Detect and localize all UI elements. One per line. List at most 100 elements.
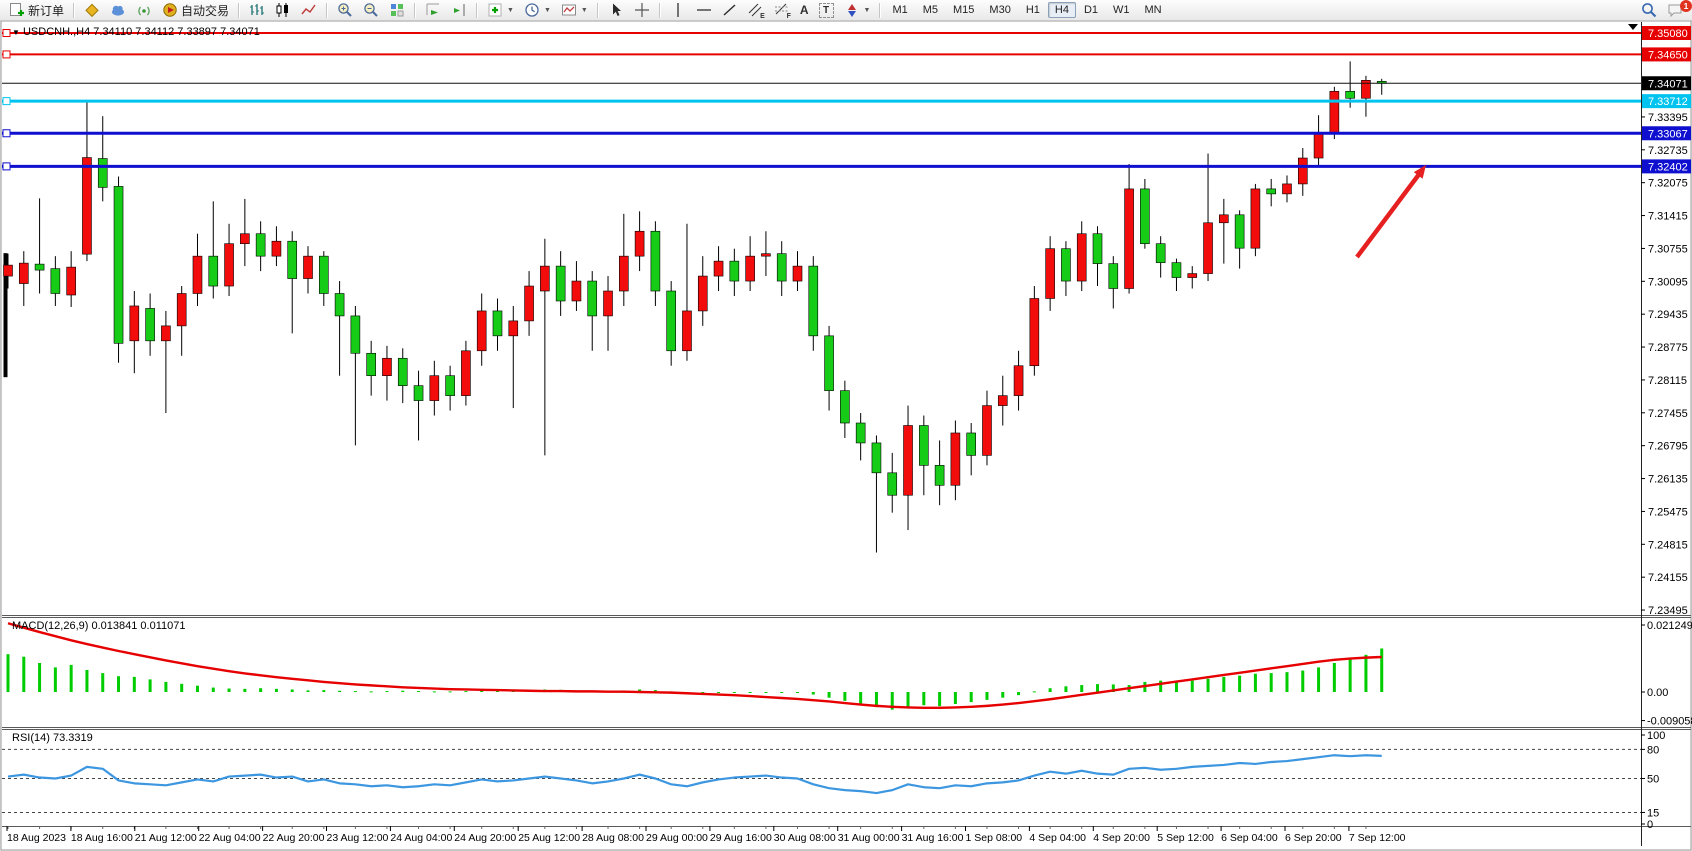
zoom-in-icon: [337, 2, 353, 18]
price-badge-label: 7.35080: [1648, 28, 1688, 40]
line-handle[interactable]: [2, 29, 11, 37]
macd-histogram-bar: [369, 691, 373, 693]
timeframe-h1[interactable]: H1: [1025, 4, 1040, 16]
arrows-icon: [844, 2, 860, 18]
timeframe-mn[interactable]: MN: [1144, 4, 1162, 16]
candle-body: [1013, 365, 1024, 396]
line-chart-icon: [301, 2, 317, 18]
text-tool-button[interactable]: A: [795, 2, 814, 19]
macd-histogram-bar: [1332, 662, 1336, 692]
candle-body: [745, 255, 755, 282]
templates-button[interactable]: ▼: [556, 2, 593, 19]
macd-histogram-bar: [1174, 681, 1178, 692]
chart-shift-icon: [451, 2, 467, 18]
candle-body: [1108, 263, 1119, 289]
timeframe-h4[interactable]: H4: [1047, 2, 1076, 18]
price-axis[interactable]: 7.33395 7.32735 7.32075 7.31415 7.30755 7.300…: [1641, 112, 1688, 617]
macd-indicator-label: MACD(12,26,9) 0.013841 0.011071: [12, 620, 186, 632]
cursor-tool-button[interactable]: [603, 2, 629, 19]
date-axis[interactable]: 18 Aug 2023 18 Aug 16:00 21 Aug 12:00 22 Au…: [6, 826, 1406, 844]
macd-indicator: [6, 622, 1384, 710]
candle-body: [3, 264, 13, 277]
candle-body: [271, 240, 282, 257]
macd-histogram-bar: [1285, 672, 1289, 692]
fibonacci-tool-button[interactable]: F: [769, 2, 795, 20]
arrows-tool-button[interactable]: ▼: [839, 2, 876, 19]
date-label: 29 Aug 00:00: [646, 832, 708, 844]
candlestick-mode-button[interactable]: [270, 2, 296, 19]
candle-body: [192, 255, 203, 294]
indicators-button[interactable]: ▼: [482, 2, 519, 19]
price-badge-label: 7.33712: [1648, 96, 1688, 108]
candle-body: [429, 375, 440, 401]
timeframe-m1[interactable]: M1: [892, 4, 908, 16]
channel-tool-button[interactable]: E: [743, 2, 769, 20]
candle-body: [1029, 298, 1040, 367]
tile-windows-button[interactable]: [384, 2, 410, 19]
main-toolbar: 新订单 自动交易: [0, 0, 1692, 21]
bar-chart-mode-button[interactable]: [244, 2, 270, 19]
macd-histogram-bar: [859, 692, 863, 704]
line-handle[interactable]: [2, 50, 11, 59]
timeframe-m5[interactable]: M5: [922, 4, 939, 16]
market-watch-button[interactable]: [79, 2, 105, 19]
text-label-tool-button[interactable]: T: [814, 2, 839, 19]
line-handle[interactable]: [2, 129, 11, 138]
chart-shift-button[interactable]: [446, 2, 472, 19]
cursor-icon: [608, 2, 624, 18]
rsi-tick-label: 15: [1647, 807, 1659, 819]
horizontal-line-tool-button[interactable]: [691, 2, 717, 19]
candle-body: [603, 290, 613, 317]
candle-body: [1250, 188, 1261, 249]
candle-body: [1219, 214, 1229, 224]
periods-button[interactable]: ▼: [519, 2, 556, 19]
autotrading-button[interactable]: 自动交易: [157, 2, 234, 19]
zoom-in-button[interactable]: [332, 2, 358, 19]
macd-histogram-bar: [701, 692, 705, 694]
data-window-button[interactable]: [105, 2, 131, 19]
auto-scroll-button[interactable]: [420, 2, 446, 19]
chart-window: [0, 20, 1692, 851]
date-label: 22 Aug 04:00: [199, 832, 261, 844]
candle-body: [1361, 80, 1371, 99]
macd-tick-label: -0.009058: [1647, 716, 1692, 728]
candle-body: [287, 240, 298, 279]
macd-histogram-bar: [1222, 676, 1226, 692]
candle-body: [1282, 183, 1292, 195]
candle-body: [934, 465, 945, 486]
line-chart-mode-button[interactable]: [296, 2, 322, 19]
macd-histogram-bar: [969, 692, 973, 703]
crosshair-tool-button[interactable]: [629, 2, 655, 19]
line-handle[interactable]: [2, 162, 11, 171]
timeframe-m15[interactable]: M15: [953, 4, 975, 16]
vertical-line-icon: [670, 2, 686, 18]
macd-histogram-bar: [448, 691, 452, 693]
search-button[interactable]: [1636, 2, 1662, 19]
timeframe-m30[interactable]: M30: [989, 4, 1011, 16]
candle-body: [1092, 233, 1103, 264]
new-order-button[interactable]: 新订单: [4, 2, 69, 19]
price-tick-label: 7.24155: [1648, 572, 1688, 584]
candle-body: [824, 335, 834, 391]
vertical-line-tool-button[interactable]: [665, 2, 691, 19]
trendline-tool-button[interactable]: [717, 2, 743, 19]
macd-histogram-bar: [1096, 684, 1100, 692]
candle-body: [1124, 188, 1134, 289]
candle-body: [903, 425, 913, 496]
notifications-button[interactable]: 1: [1662, 0, 1692, 19]
timeframe-w1[interactable]: W1: [1113, 4, 1130, 16]
line-handle[interactable]: [2, 97, 11, 106]
zoom-out-button[interactable]: [358, 2, 384, 19]
timeframe-d1[interactable]: D1: [1083, 4, 1099, 16]
date-label: 6 Sep 20:00: [1285, 832, 1342, 844]
signal-button[interactable]: [131, 2, 157, 19]
symbol-dropdown-marker[interactable]: ▼: [12, 28, 20, 37]
date-label: 5 Sep 12:00: [1157, 832, 1214, 844]
price-tick-label: 7.24815: [1648, 539, 1688, 551]
macd-histogram-bar: [180, 683, 184, 692]
macd-histogram-bar: [1190, 680, 1194, 692]
candle-body: [1297, 157, 1308, 185]
candle-body: [1187, 273, 1198, 278]
arrow-annotation[interactable]: [1355, 165, 1426, 259]
